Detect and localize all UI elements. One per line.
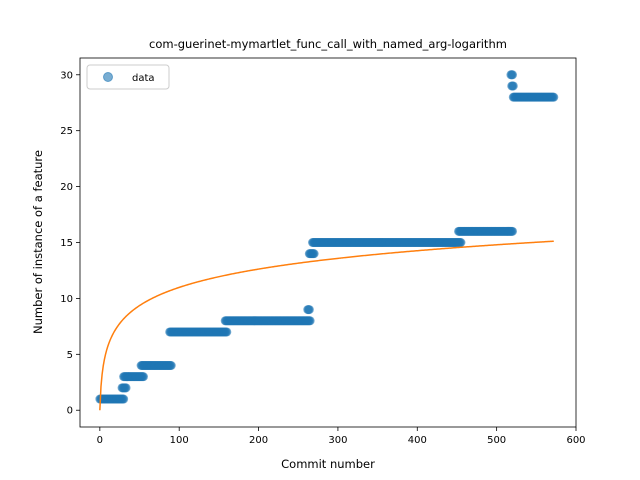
y-axis-label: Number of instance of a feature — [31, 150, 45, 334]
x-tick-label: 500 — [487, 435, 506, 446]
x-axis-label: Commit number — [281, 457, 375, 471]
data-point — [456, 238, 466, 247]
data-point — [138, 372, 148, 382]
data-point — [309, 249, 319, 259]
y-tick-label: 30 — [60, 70, 73, 81]
x-axis: 0 100 200 300 400 500 600 — [97, 427, 586, 446]
x-tick-label: 200 — [249, 435, 268, 446]
data-point — [508, 226, 518, 236]
data-point — [119, 394, 129, 404]
x-tick-label: 400 — [408, 435, 427, 446]
chart-title: com-guerinet-mymartlet_func_call_with_na… — [149, 37, 507, 51]
y-tick-label: 15 — [60, 238, 73, 249]
fit-curve — [99, 240, 554, 411]
data-point — [304, 305, 314, 315]
x-tick-label: 0 — [97, 435, 103, 446]
data-point — [166, 361, 176, 370]
data-point — [305, 316, 315, 326]
y-tick-label: 25 — [60, 126, 73, 137]
data-point — [121, 383, 131, 393]
x-tick-label: 600 — [566, 435, 585, 446]
legend-marker-data — [103, 72, 113, 82]
legend-box — [86, 64, 170, 90]
legend-label-data: data — [132, 73, 155, 84]
data-point — [508, 70, 518, 80]
y-tick-label: 5 — [67, 350, 73, 361]
data-point — [549, 92, 559, 102]
data-series-layer — [95, 70, 559, 404]
data-point — [222, 327, 232, 337]
x-tick-label: 300 — [328, 435, 347, 446]
x-tick-label: 100 — [170, 435, 189, 446]
y-axis: 0 5 10 15 20 25 30 — [60, 70, 80, 417]
data-point — [508, 81, 518, 91]
y-tick-label: 20 — [60, 182, 73, 193]
y-tick-label: 0 — [67, 406, 73, 417]
legend: data — [86, 64, 170, 90]
y-tick-label: 10 — [60, 294, 73, 305]
